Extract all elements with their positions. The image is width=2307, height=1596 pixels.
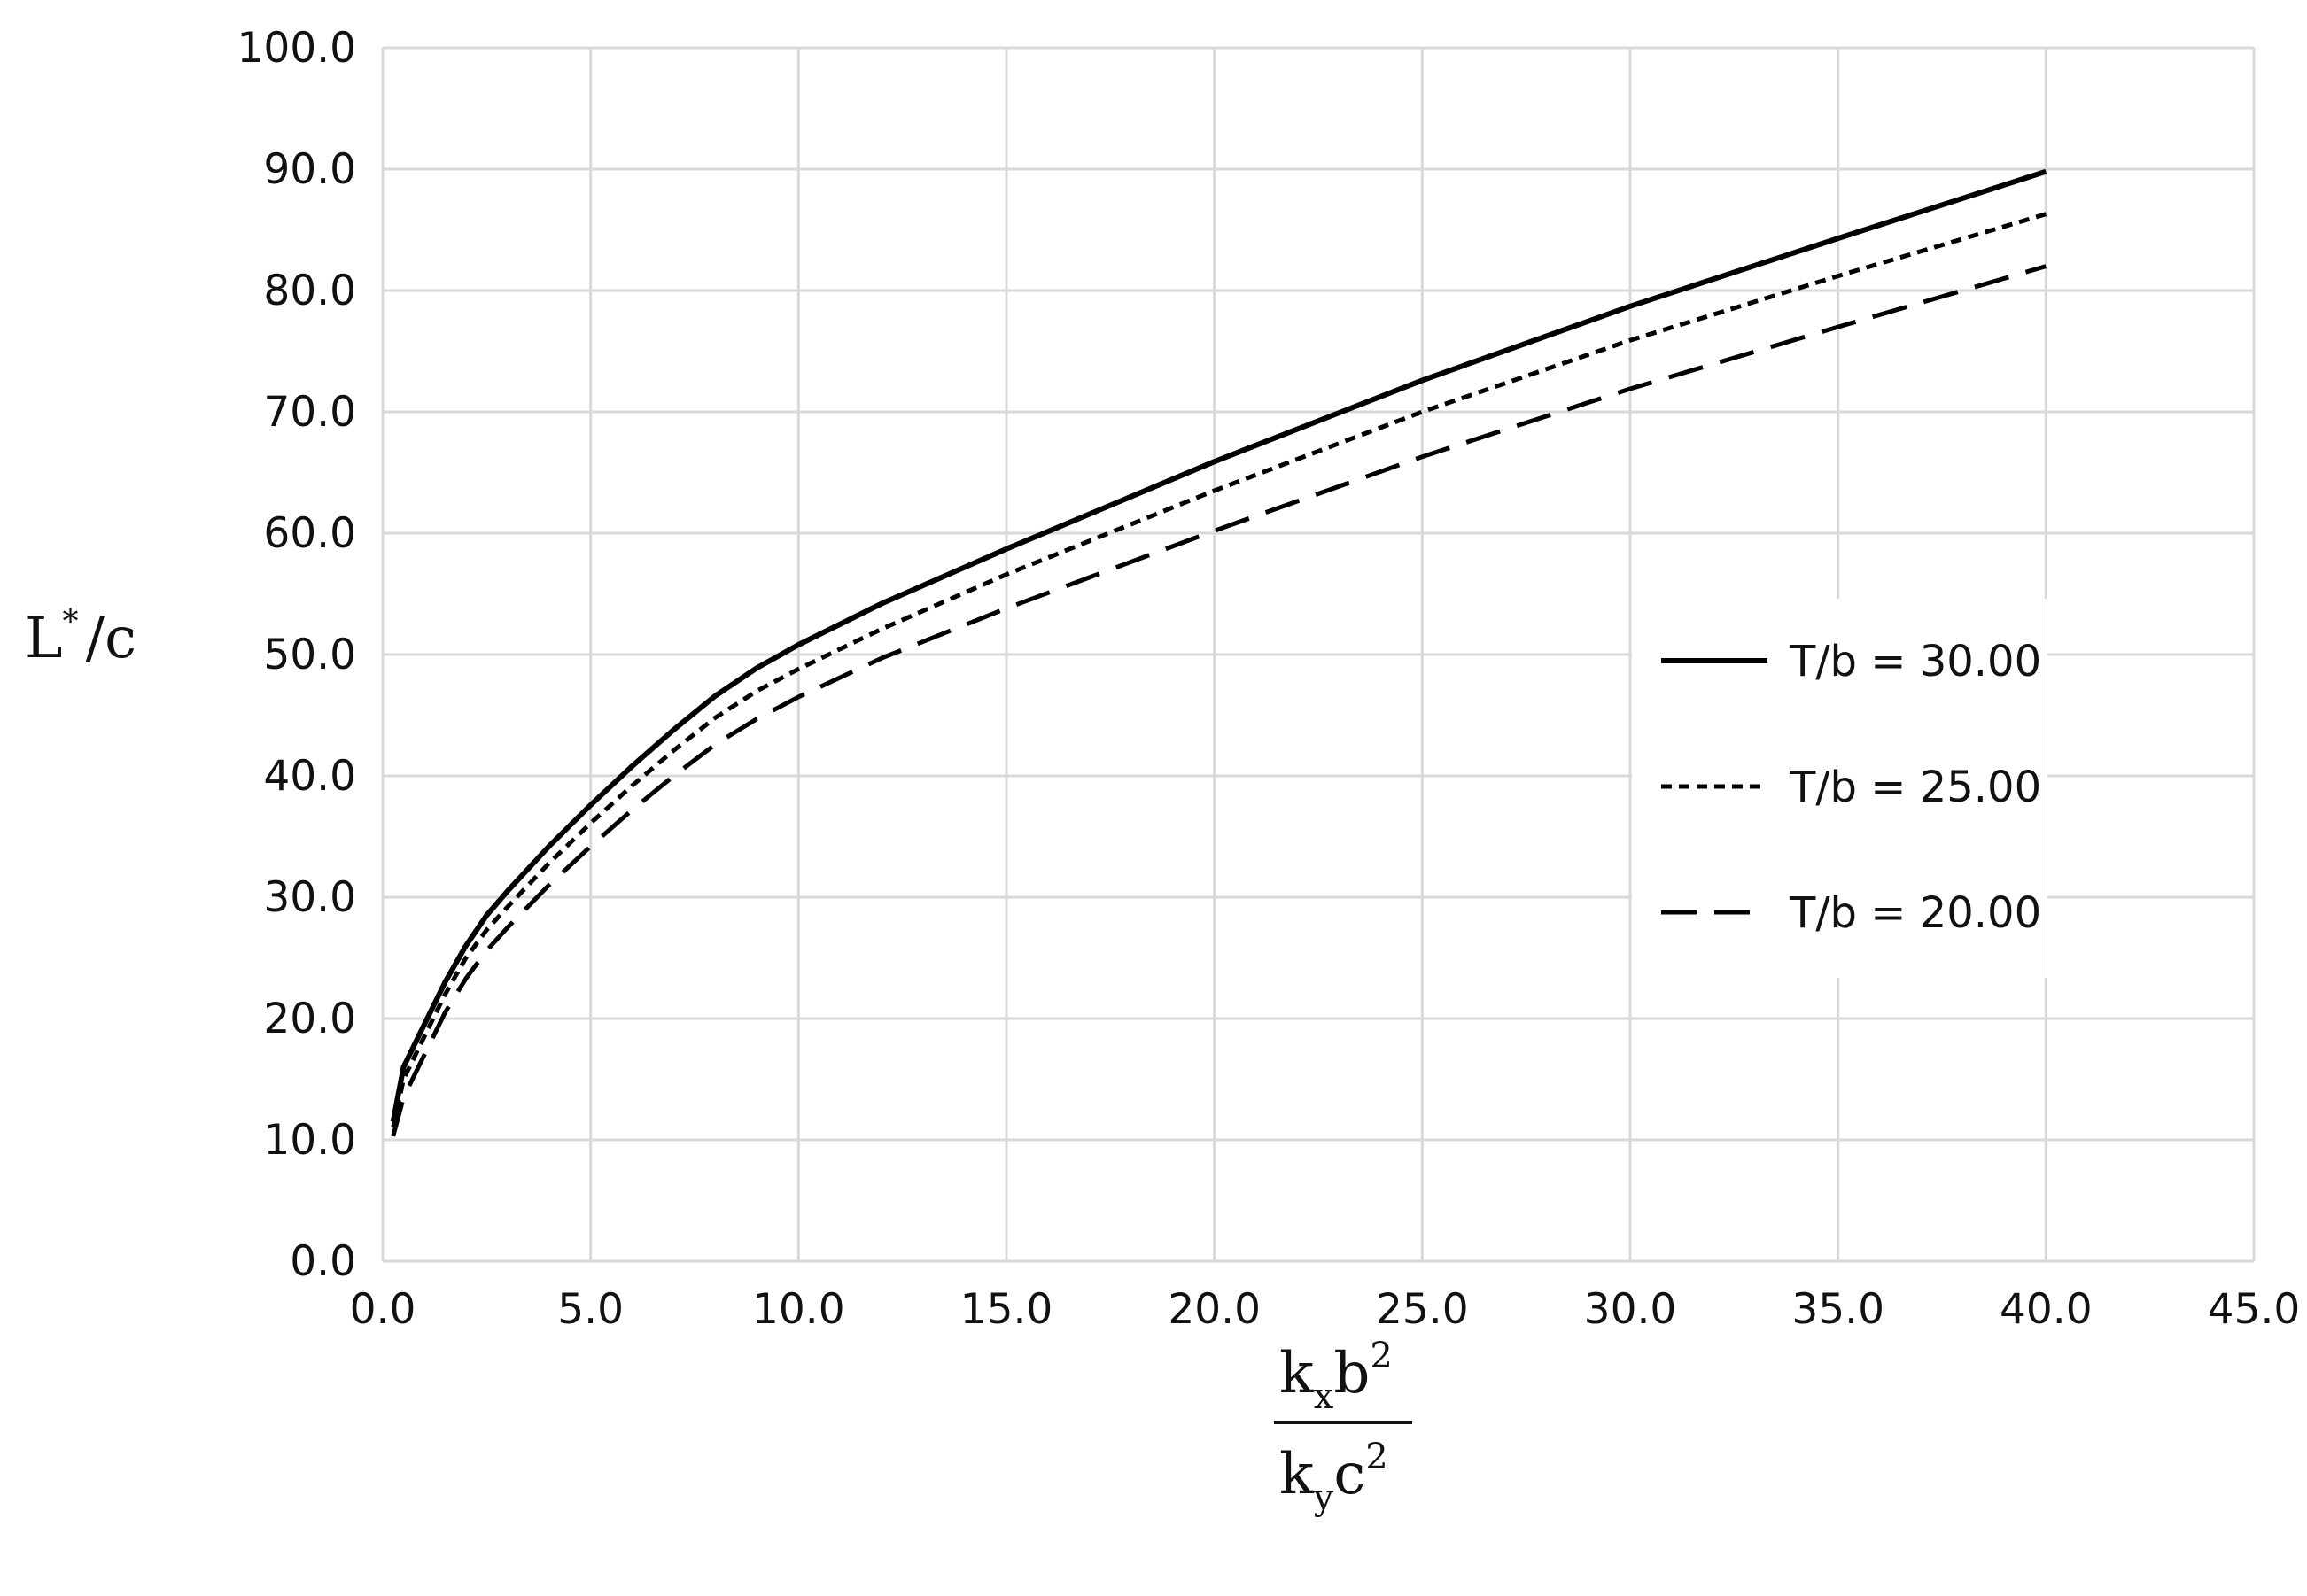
x-tick-label: 25.0 — [1376, 1285, 1469, 1334]
y-tick-label: 90.0 — [263, 145, 356, 194]
legend-label-3: T/b = 20.00 — [1789, 888, 2041, 938]
x-tick-label: 10.0 — [752, 1285, 845, 1334]
x-axis-title-num-b-sup: 2 — [1370, 1336, 1392, 1376]
y-tick-label: 100.0 — [237, 24, 356, 73]
svg-text:kxb2: kxb2 — [1279, 1336, 1393, 1417]
series-lines — [390, 168, 2047, 1137]
y-tick-label: 60.0 — [263, 509, 356, 558]
series-line-1 — [390, 168, 2047, 1123]
y-tick-label: 40.0 — [263, 752, 356, 801]
y-axis-title-superscript: * — [63, 604, 79, 640]
x-tick-label: 20.0 — [1168, 1285, 1261, 1334]
y-axis-title-base: L — [25, 606, 63, 671]
x-axis-title-den-c: c — [1333, 1442, 1365, 1507]
x-tick-label: 40.0 — [2000, 1285, 2093, 1334]
x-tick-label: 30.0 — [1584, 1285, 1677, 1334]
legend-label-1: T/b = 30.00 — [1789, 637, 2041, 686]
y-axis-title-rest: /c — [86, 606, 136, 671]
tick-labels: 0.0 5.0 10.0 15.0 20.0 25.0 30.0 35.0 40.0 45.0 0.… — [237, 24, 2300, 1334]
x-tick-label: 45.0 — [2208, 1285, 2301, 1334]
y-tick-label: 80.0 — [263, 267, 356, 315]
x-axis-title-num-k-sub: x — [1314, 1376, 1334, 1417]
x-axis-title-den-k-sub: y — [1313, 1477, 1334, 1518]
y-tick-label: 50.0 — [263, 631, 356, 679]
y-tick-label: 0.0 — [290, 1237, 356, 1286]
y-tick-label: 10.0 — [263, 1116, 356, 1165]
y-axis-title: L*/c — [25, 604, 136, 671]
x-tick-label: 15.0 — [960, 1285, 1053, 1334]
x-tick-label: 5.0 — [557, 1285, 624, 1334]
y-tick-label: 70.0 — [263, 388, 356, 437]
y-tick-label: 30.0 — [263, 873, 356, 922]
legend-label-2: T/b = 25.00 — [1789, 763, 2041, 812]
x-axis-title-num-b: b — [1333, 1341, 1370, 1406]
y-tick-label: 20.0 — [263, 995, 356, 1043]
x-axis-title: kxb2 kyc2 — [1274, 1336, 1412, 1518]
x-tick-label: 0.0 — [350, 1285, 416, 1334]
legend: T/b = 30.00 T/b = 25.00 T/b = 20.00 — [1632, 599, 2047, 978]
x-tick-label: 35.0 — [1791, 1285, 1884, 1334]
svg-text:kyc2: kyc2 — [1279, 1437, 1388, 1518]
x-axis-title-den-k: k — [1279, 1442, 1315, 1507]
x-axis-title-num-k: k — [1279, 1341, 1315, 1406]
x-axis-title-den-c-sup: 2 — [1365, 1437, 1387, 1477]
series-line-2 — [391, 212, 2047, 1128]
svg-text:L*/c: L*/c — [25, 604, 136, 671]
